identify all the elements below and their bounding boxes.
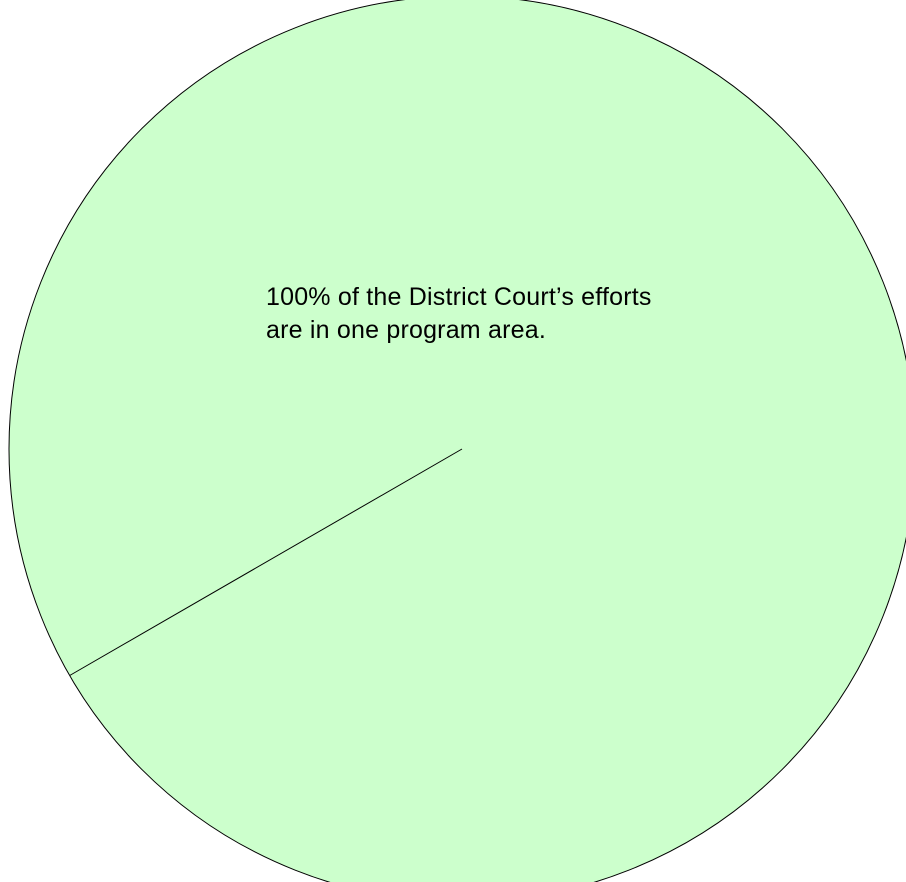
pie-annotation: 100% of the District Court’s efforts are… xyxy=(266,281,786,347)
pie-slice xyxy=(8,0,906,882)
pie-slice-boundary xyxy=(69,448,463,676)
pie-slices xyxy=(8,0,906,882)
pie-annotation-line-1: 100% of the District Court’s efforts xyxy=(266,283,652,311)
pie-annotation-line-2: are in one program area. xyxy=(266,316,546,344)
